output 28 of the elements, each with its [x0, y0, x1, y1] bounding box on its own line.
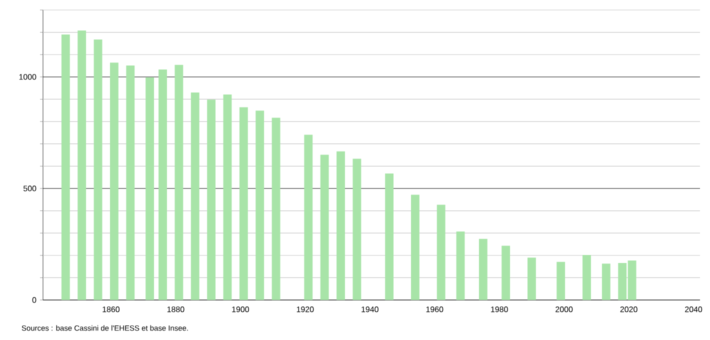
- bar: [352, 158, 362, 300]
- bar: [272, 118, 280, 300]
- bar: [256, 110, 264, 300]
- bar: [436, 204, 446, 300]
- bar: [239, 107, 248, 300]
- bar: [146, 77, 154, 300]
- bar: [61, 34, 70, 300]
- bar: [410, 194, 420, 300]
- bar: [602, 264, 610, 300]
- bar: [158, 70, 167, 300]
- bar: [223, 94, 232, 300]
- bar: [190, 92, 200, 300]
- bar: [502, 246, 510, 300]
- bar: [556, 262, 566, 300]
- bar: [94, 39, 102, 300]
- bar: [582, 254, 591, 300]
- bar: [528, 258, 536, 300]
- bar: [304, 134, 313, 300]
- bar: [385, 174, 394, 300]
- bar: [78, 30, 86, 300]
- bar: [478, 238, 488, 300]
- bar: [336, 151, 345, 300]
- bar: [174, 64, 184, 300]
- bar: [207, 100, 216, 300]
- bar: [126, 66, 135, 300]
- bar: [456, 232, 465, 300]
- bar: [320, 154, 329, 300]
- bar: [110, 62, 118, 300]
